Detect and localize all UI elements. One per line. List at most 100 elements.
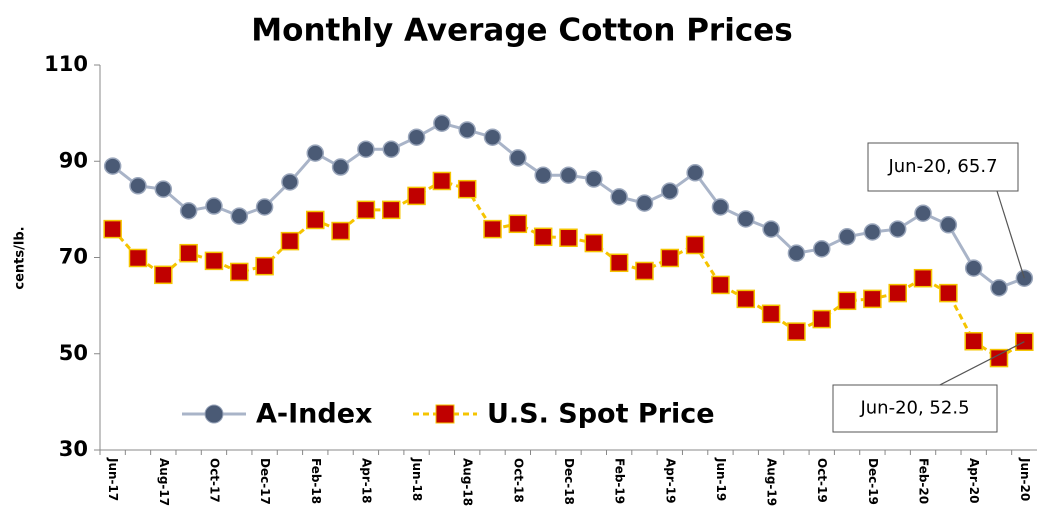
data-point (483, 128, 502, 146)
data-point (154, 180, 173, 198)
x-tick-label: Apr-19 (663, 458, 677, 503)
y-tick-label: 50 (59, 341, 88, 365)
x-tick-label: Oct-19 (815, 458, 829, 503)
y-tick-label: 70 (59, 245, 88, 269)
x-tick-label: Oct-18 (511, 458, 525, 503)
data-point (888, 283, 907, 303)
data-point (534, 166, 552, 184)
data-point (863, 223, 882, 241)
data-point (381, 200, 401, 220)
data-point (559, 166, 578, 184)
data-point (382, 140, 400, 158)
data-point (812, 240, 831, 258)
data-point (837, 291, 857, 311)
data-point (331, 158, 350, 176)
data-point (812, 309, 831, 329)
data-point (230, 262, 249, 282)
data-point (914, 204, 932, 222)
annotation: Jun-20, 52.5 (859, 398, 969, 419)
data-point (609, 253, 629, 273)
data-point (432, 171, 452, 191)
data-point (255, 256, 274, 276)
data-point (711, 275, 730, 295)
data-point (179, 243, 198, 263)
annotation: Jun-20, 65.7 (887, 156, 997, 177)
legend-marker (204, 404, 224, 424)
x-tick-label: Feb-18 (309, 458, 323, 504)
x-tick-label: Feb-19 (613, 458, 627, 504)
legend-label: U.S. Spot Price (487, 399, 715, 430)
x-tick-label: Jun-20 (1018, 457, 1032, 501)
chart-title: Monthly Average Cotton Prices (251, 13, 792, 49)
data-point (635, 261, 654, 281)
annotation-box (867, 142, 1019, 192)
x-tick-label: Jun-19 (714, 457, 728, 501)
x-tick-label: Apr-20 (967, 458, 981, 503)
y-tick-label: 90 (59, 148, 88, 172)
data-point (610, 188, 628, 206)
data-point (357, 140, 375, 158)
data-point (129, 177, 147, 195)
x-tick-label: Apr-18 (359, 458, 373, 503)
data-point (179, 202, 198, 220)
data-point (989, 348, 1009, 368)
data-point (458, 121, 476, 139)
data-point (103, 219, 122, 239)
data-point (762, 220, 780, 238)
annotation-leader (929, 341, 1025, 391)
data-point (356, 200, 376, 220)
data-point (913, 268, 933, 288)
data-point (281, 173, 299, 191)
data-point (635, 194, 654, 212)
x-tick-label: Jun-17 (106, 457, 120, 501)
data-point (306, 144, 325, 162)
y-axis-label: cents/lb. (13, 226, 28, 289)
data-point (787, 322, 806, 341)
data-point (559, 228, 578, 248)
data-point (509, 149, 527, 167)
data-point (838, 228, 856, 246)
data-point (154, 265, 173, 285)
x-tick-label: Aug-19 (765, 458, 779, 506)
x-tick-label: Dec-19 (866, 458, 880, 505)
data-point (686, 164, 704, 182)
data-point (533, 227, 553, 247)
data-point (585, 170, 603, 188)
x-tick-label: Dec-17 (258, 458, 272, 505)
x-tick-label: Aug-17 (157, 458, 171, 506)
data-point (205, 197, 223, 215)
annotation-leader (996, 190, 1025, 279)
data-point (483, 219, 502, 239)
x-tick-label: Jun-18 (410, 457, 424, 501)
legend-label: A-Index (256, 399, 372, 430)
data-point (407, 128, 426, 146)
data-point (737, 210, 755, 228)
x-tick-label: Dec-18 (562, 458, 576, 505)
data-point (128, 248, 148, 268)
data-point (736, 289, 756, 309)
data-point (939, 283, 958, 303)
x-tick-label: Aug-18 (461, 458, 475, 506)
data-point (280, 231, 300, 251)
data-point (964, 331, 983, 351)
data-point (407, 186, 426, 206)
data-point (584, 233, 604, 253)
data-point (103, 157, 122, 175)
series-line (111, 179, 1026, 360)
data-point (331, 221, 350, 241)
data-point (255, 198, 274, 216)
data-point (230, 207, 249, 225)
x-tick-label: Oct-17 (207, 458, 221, 503)
data-point (939, 216, 958, 234)
data-point (863, 289, 882, 309)
data-point (661, 182, 679, 200)
y-tick-label: 110 (44, 52, 88, 76)
data-point (711, 198, 730, 216)
data-point (990, 279, 1008, 297)
data-point (508, 214, 528, 234)
x-tick-label: Feb-20 (917, 458, 931, 504)
annotation-box (832, 384, 998, 433)
y-tick-label: 30 (59, 437, 88, 461)
data-point (204, 251, 224, 271)
